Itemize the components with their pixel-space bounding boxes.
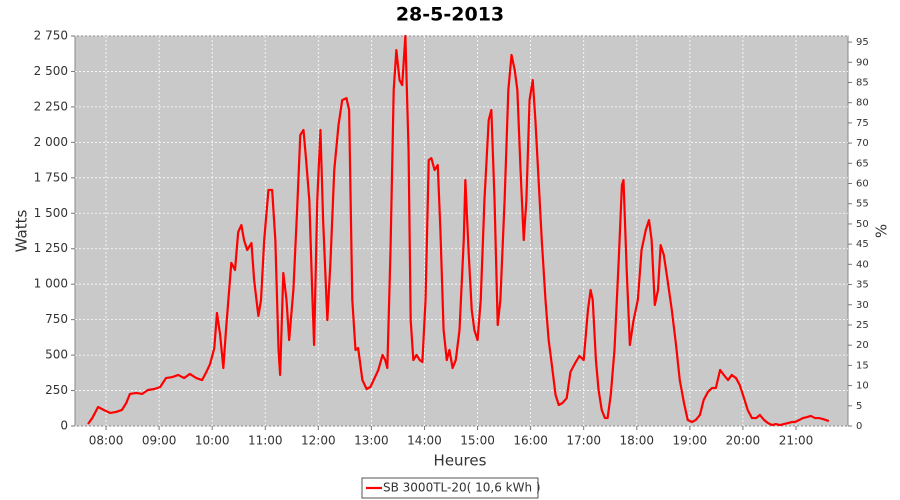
y-tick-label: 2 750 bbox=[34, 29, 68, 43]
x-tick-label: 21:00 bbox=[779, 434, 814, 448]
y2-tick-label: 55 bbox=[856, 199, 869, 210]
y-tick-label: 750 bbox=[45, 312, 68, 326]
y2-tick-label: 25 bbox=[856, 320, 869, 331]
y2-tick-label: 40 bbox=[856, 259, 869, 270]
x-tick-label: 15:00 bbox=[460, 434, 495, 448]
data-line bbox=[87, 34, 830, 427]
y2-tick-label: 50 bbox=[856, 219, 869, 230]
chart-title: 28-5-2013 bbox=[396, 4, 504, 26]
y-axis-label: Watts bbox=[13, 210, 31, 253]
x-tick-label: 19:00 bbox=[673, 434, 708, 448]
x-tick-label: 20:00 bbox=[726, 434, 761, 448]
y-tick-label: 2 250 bbox=[34, 99, 68, 113]
x-tick-label: 11:00 bbox=[248, 434, 283, 448]
x-tick-label: 13:00 bbox=[354, 434, 389, 448]
x-tick-label: 16:00 bbox=[513, 434, 548, 448]
y2-tick-label: 90 bbox=[856, 57, 869, 68]
y2-tick-label: 10 bbox=[856, 381, 869, 392]
y2-tick-label: 30 bbox=[856, 300, 869, 311]
y-tick-label: 0 bbox=[60, 419, 68, 433]
y-tick-label: 1 250 bbox=[34, 241, 68, 255]
x-tick-label: 17:00 bbox=[566, 434, 601, 448]
legend-label: SB 3000TL-20( 10,6 kWh ) bbox=[383, 481, 541, 495]
y-tick-label: 1 000 bbox=[34, 277, 68, 291]
y2-tick-label: 60 bbox=[856, 179, 869, 190]
y2-tick-label: 75 bbox=[856, 118, 869, 129]
y2-tick-label: 35 bbox=[856, 280, 869, 291]
x-tick-label: 08:00 bbox=[89, 434, 124, 448]
y2-tick-label: 5 bbox=[856, 401, 862, 412]
y2-tick-label: 20 bbox=[856, 340, 869, 351]
y2-tick-label: 45 bbox=[856, 239, 869, 250]
legend-box bbox=[361, 477, 539, 499]
y2-axis-label: % bbox=[873, 224, 891, 238]
y2-tick-label: 0 bbox=[856, 421, 862, 432]
y-tick-label: 2 500 bbox=[34, 64, 68, 78]
y2-tick-label: 80 bbox=[856, 98, 869, 109]
y2-tick-label: 70 bbox=[856, 138, 869, 149]
y-tick-label: 1 500 bbox=[34, 206, 68, 220]
y2-tick-label: 95 bbox=[856, 37, 869, 48]
x-tick-label: 18:00 bbox=[619, 434, 654, 448]
y-tick-label: 250 bbox=[45, 383, 68, 397]
x-tick-label: 14:00 bbox=[407, 434, 442, 448]
y-tick-label: 500 bbox=[45, 348, 68, 362]
x-tick-label: 12:00 bbox=[301, 434, 336, 448]
y2-tick-label: 15 bbox=[856, 360, 869, 371]
y2-tick-label: 85 bbox=[856, 77, 869, 88]
plot-area bbox=[74, 35, 849, 427]
x-tick-label: 10:00 bbox=[195, 434, 230, 448]
x-axis-label: Heures bbox=[434, 452, 487, 470]
y-tick-label: 1 750 bbox=[34, 170, 68, 184]
x-tick-label: 09:00 bbox=[142, 434, 177, 448]
y2-tick-label: 65 bbox=[856, 158, 869, 169]
y-tick-label: 2 000 bbox=[34, 135, 68, 149]
